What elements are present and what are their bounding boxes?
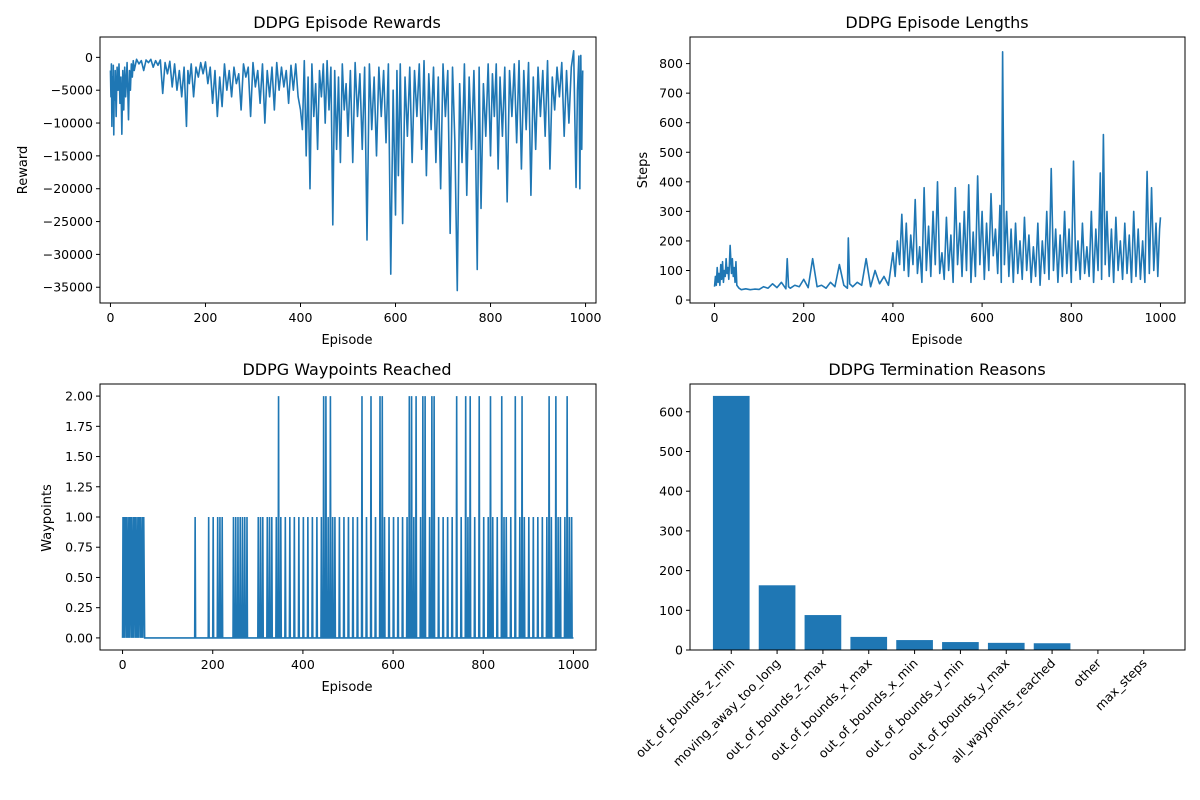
lengths-x-axis-label: Episode bbox=[911, 333, 962, 348]
y-tick-label: 1.25 bbox=[65, 479, 93, 494]
x-tick-label: 1000 bbox=[558, 657, 590, 672]
y-tick-label: 300 bbox=[659, 523, 683, 538]
bar bbox=[942, 642, 979, 650]
y-tick-label: 0 bbox=[675, 643, 683, 658]
x-tick-label: 800 bbox=[1059, 310, 1083, 325]
bar bbox=[850, 636, 888, 650]
bar bbox=[896, 640, 933, 650]
y-tick-label: 1.00 bbox=[65, 510, 93, 525]
y-tick-label: 200 bbox=[659, 233, 683, 248]
y-tick-label: 0 bbox=[85, 50, 93, 65]
x-tick-label: 200 bbox=[201, 657, 225, 672]
waypoints-x-axis-label: Episode bbox=[321, 680, 372, 695]
y-tick-label: 1.50 bbox=[65, 449, 93, 464]
x-tick-label: 600 bbox=[970, 310, 994, 325]
y-tick-label: 300 bbox=[659, 204, 683, 219]
x-tick-label: 800 bbox=[479, 310, 503, 325]
waypoints-series-line bbox=[121, 396, 574, 639]
lengths-chart-title: DDPG Episode Lengths bbox=[845, 13, 1028, 32]
waypoints-chart-title: DDPG Waypoints Reached bbox=[242, 360, 451, 379]
y-tick-label: 700 bbox=[659, 86, 683, 101]
rewards-chart-title: DDPG Episode Rewards bbox=[253, 13, 441, 32]
rewards-chart: DDPG Episode Rewards Episode Reward 0 −50… bbox=[16, 13, 602, 348]
bar bbox=[1033, 643, 1071, 650]
y-tick-label: 0 bbox=[675, 293, 683, 308]
x-tick-label: 800 bbox=[471, 657, 495, 672]
bar bbox=[758, 585, 796, 650]
termination-bars bbox=[712, 395, 1071, 650]
y-tick-label: 400 bbox=[659, 484, 683, 499]
rewards-y-ticks: 0 −5000 −10000 −15000 −20000 −25000 −30000 −350… bbox=[43, 50, 100, 295]
y-tick-label: 100 bbox=[659, 263, 683, 278]
waypoints-y-ticks: 0.00 0.25 0.50 0.75 1.00 1.25 1.50 1.75 2.00 bbox=[65, 389, 100, 645]
y-tick-label: −15000 bbox=[43, 148, 93, 163]
y-tick-label: 100 bbox=[659, 603, 683, 618]
x-tick-label: 1000 bbox=[570, 310, 602, 325]
bar bbox=[804, 615, 842, 650]
lengths-y-ticks: 0 100 200 300 400 500 600 700 800 bbox=[659, 56, 690, 308]
lengths-chart: DDPG Episode Lengths Episode Steps 0 100 2… bbox=[636, 13, 1186, 348]
y-tick-label: −35000 bbox=[43, 280, 93, 295]
lengths-series-line bbox=[713, 50, 1162, 291]
y-tick-label: 400 bbox=[659, 174, 683, 189]
x-tick-label: 0 bbox=[711, 310, 719, 325]
lengths-x-ticks: 0 200 400 600 800 1000 bbox=[711, 303, 1177, 325]
y-tick-label: −25000 bbox=[43, 214, 93, 229]
waypoints-chart: DDPG Waypoints Reached Episode Waypoints… bbox=[40, 360, 597, 695]
y-tick-label: 800 bbox=[659, 56, 683, 71]
y-tick-label: −20000 bbox=[43, 181, 93, 196]
y-tick-label: 2.00 bbox=[65, 389, 93, 404]
waypoints-plot-frame bbox=[99, 383, 597, 651]
x-tick-label: 600 bbox=[384, 310, 408, 325]
x-tick-label: 400 bbox=[291, 657, 315, 672]
lengths-y-axis-label: Steps bbox=[636, 152, 651, 189]
rewards-series-line bbox=[109, 49, 584, 292]
y-tick-label: −30000 bbox=[43, 247, 93, 262]
waypoints-y-axis-label: Waypoints bbox=[40, 484, 55, 552]
rewards-x-axis-label: Episode bbox=[321, 333, 372, 348]
y-tick-label: 1.75 bbox=[65, 419, 93, 434]
rewards-x-ticks: 0 200 400 600 800 1000 bbox=[106, 303, 602, 325]
y-tick-label: 0.00 bbox=[65, 630, 93, 645]
termination-chart-title: DDPG Termination Reasons bbox=[828, 360, 1045, 379]
x-tick-label: 400 bbox=[289, 310, 313, 325]
x-tick-label: 600 bbox=[381, 657, 405, 672]
termination-plot-frame bbox=[689, 383, 1186, 651]
x-tick-label: 1000 bbox=[1145, 310, 1177, 325]
waypoints-x-ticks: 0 200 400 600 800 1000 bbox=[119, 650, 590, 672]
y-tick-label: 600 bbox=[659, 404, 683, 419]
x-tick-label: 400 bbox=[881, 310, 905, 325]
bar bbox=[987, 642, 1025, 650]
x-tick-label: 0 bbox=[119, 657, 127, 672]
x-tick-label: 200 bbox=[194, 310, 218, 325]
y-tick-label: 0.75 bbox=[65, 540, 93, 555]
termination-y-ticks: 0 100 200 300 400 500 600 bbox=[659, 404, 690, 658]
y-tick-label: 0.25 bbox=[65, 600, 93, 615]
rewards-plot-frame bbox=[99, 36, 597, 304]
y-tick-label: 600 bbox=[659, 115, 683, 130]
y-tick-label: 500 bbox=[659, 444, 683, 459]
bar bbox=[712, 395, 750, 650]
lengths-plot-frame bbox=[689, 36, 1186, 304]
rewards-y-axis-label: Reward bbox=[16, 146, 31, 194]
y-tick-label: 500 bbox=[659, 145, 683, 160]
x-tick-label: 200 bbox=[792, 310, 816, 325]
y-tick-label: −10000 bbox=[43, 116, 93, 131]
y-tick-label: 200 bbox=[659, 563, 683, 578]
y-tick-label: −5000 bbox=[51, 83, 93, 98]
x-tick-label: 0 bbox=[106, 310, 114, 325]
y-tick-label: 0.50 bbox=[65, 570, 93, 585]
